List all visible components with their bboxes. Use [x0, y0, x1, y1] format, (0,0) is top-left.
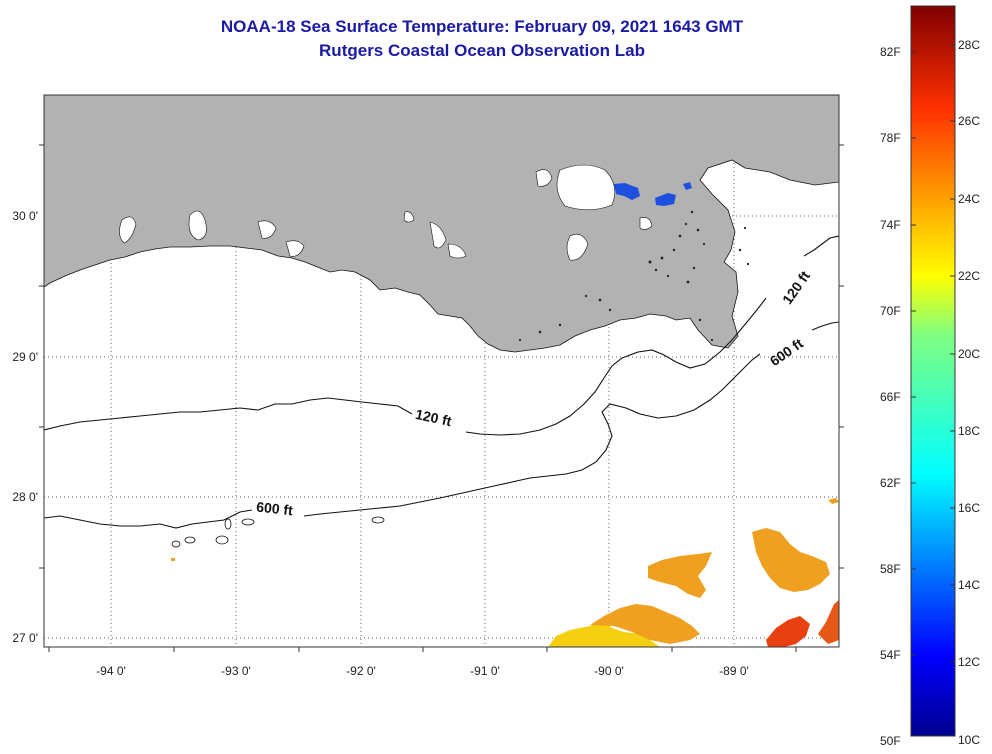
sst-speck — [171, 558, 175, 561]
colorbar-c-label: 10C — [958, 733, 980, 747]
colorbar-c-label: 14C — [958, 578, 980, 592]
contour-loops — [171, 516, 385, 548]
sst-patch-hot-edge — [818, 600, 839, 644]
colorbar-c-label: 26C — [958, 114, 980, 128]
colorbar-c-label: 28C — [958, 38, 980, 52]
sst-cold-patch — [614, 182, 692, 206]
contour-120ft-upper — [803, 235, 839, 257]
colorbar-c-label: 18C — [958, 424, 980, 438]
sst-patch-orange-mid — [648, 552, 712, 598]
marsh-detail — [518, 210, 750, 342]
lat-label: 28 0' — [12, 490, 38, 504]
lon-label: -89 0' — [719, 664, 749, 678]
contour-label-120ft: 120 ft — [414, 406, 453, 429]
lat-label: 27 0' — [12, 631, 38, 645]
lat-axis-labels: 30 0' 29 0' 28 0' 27 0' — [12, 209, 38, 645]
colorbar-f-label: 62F — [880, 476, 901, 490]
map-frame — [43, 94, 840, 648]
contour-120ft — [44, 297, 767, 436]
map-title: NOAA-18 Sea Surface Temperature: Februar… — [220, 17, 744, 36]
lat-label: 30 0' — [12, 209, 38, 223]
contour-label-600ft: 600 ft — [256, 499, 294, 519]
colorbar: 82F 78F 74F 70F 66F 62F 58F 54F 50F 28C … — [880, 5, 980, 748]
colorbar-f-label: 66F — [880, 390, 901, 404]
colorbar-f-label: 78F — [880, 131, 901, 145]
sst-patch-yellow — [548, 620, 660, 647]
land-mass — [44, 95, 839, 353]
colorbar-f-label: 70F — [880, 304, 901, 318]
colorbar-f-label: 50F — [880, 734, 901, 748]
sst-patch-tiny — [828, 498, 839, 504]
lon-label: -92 0' — [346, 664, 376, 678]
sst-warm-patches — [171, 498, 839, 647]
lon-axis-labels: -94 0' -93 0' -92 0' -91 0' -90 0' -89 0… — [96, 664, 749, 678]
colorbar-f-label: 82F — [880, 45, 901, 59]
sst-patch-orange-south — [590, 604, 700, 644]
lon-label: -93 0' — [221, 664, 251, 678]
lon-label: -90 0' — [594, 664, 624, 678]
colorbar-c-label: 22C — [958, 269, 980, 283]
colorbar-f-label: 58F — [880, 562, 901, 576]
lat-label: 29 0' — [12, 350, 38, 364]
colorbar-f-label: 74F — [880, 218, 901, 232]
map-subtitle: Rutgers Coastal Ocean Observation Lab — [319, 41, 645, 60]
contour-600ft — [44, 353, 761, 529]
colorbar-c-label: 24C — [958, 192, 980, 206]
colorbar-c-label: 20C — [958, 347, 980, 361]
lon-label: -94 0' — [96, 664, 126, 678]
lon-label: -91 0' — [470, 664, 500, 678]
contour-600ft-upper — [811, 321, 839, 331]
frame-ticks — [39, 144, 844, 652]
cloud-cover — [119, 164, 653, 261]
colorbar-c-label: 16C — [958, 501, 980, 515]
colorbar-f-label: 54F — [880, 648, 901, 662]
sst-patch-hot — [766, 616, 810, 647]
colorbar-c-label: 12C — [958, 655, 980, 669]
sst-patch-orange-east — [752, 528, 830, 592]
colorbar-ramp — [910, 5, 956, 737]
